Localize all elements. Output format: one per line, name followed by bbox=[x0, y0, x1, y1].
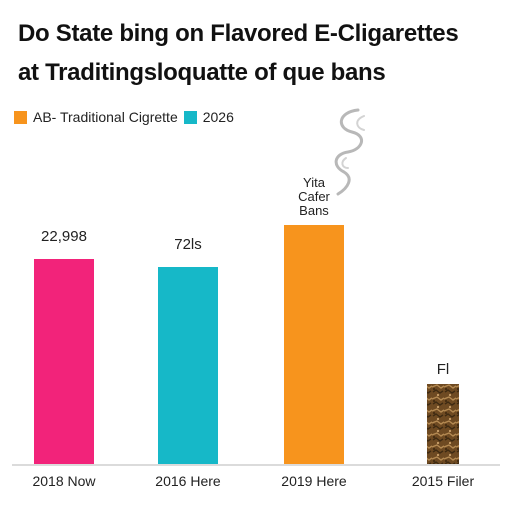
chart-title-line-2: at Traditingsloquatte of que bans bbox=[18, 59, 386, 86]
legend-swatch-traditional bbox=[14, 110, 27, 124]
data-label: 22,998 bbox=[41, 228, 87, 245]
bar-2018-now bbox=[34, 259, 94, 464]
chart-title: Do State bing on Flavored E-Cligarettes … bbox=[18, 14, 498, 92]
legend-label-traditional: AB- Traditional Cigrette bbox=[33, 109, 178, 125]
legend-item-traditional: AB- Traditional Cigrette bbox=[14, 109, 178, 125]
x-tick-label: 2018 Now bbox=[32, 473, 96, 489]
bar-2016-here bbox=[158, 267, 218, 464]
data-label: Fl bbox=[437, 361, 450, 378]
data-label: Yita Cafer Bans bbox=[298, 175, 330, 218]
legend-item-2026: 2026 bbox=[183, 109, 234, 125]
chart-legend: AB- Traditional Cigrette 2026 bbox=[14, 108, 240, 126]
legend-label-2026: 2026 bbox=[202, 109, 234, 125]
smoke-icon bbox=[334, 108, 365, 196]
bar-2015-filer bbox=[427, 384, 459, 464]
chart-title-line-1: Do State bing on Flavored E-Cligarettes bbox=[18, 20, 459, 47]
data-label: 72ls bbox=[174, 236, 202, 253]
x-tick-label: 2015 Filer bbox=[412, 473, 475, 489]
legend-swatch-2026 bbox=[183, 110, 197, 124]
x-tick-label: 2019 Here bbox=[281, 473, 347, 489]
x-tick-label: 2016 Here bbox=[155, 473, 221, 489]
bar-2019-here bbox=[284, 225, 344, 464]
